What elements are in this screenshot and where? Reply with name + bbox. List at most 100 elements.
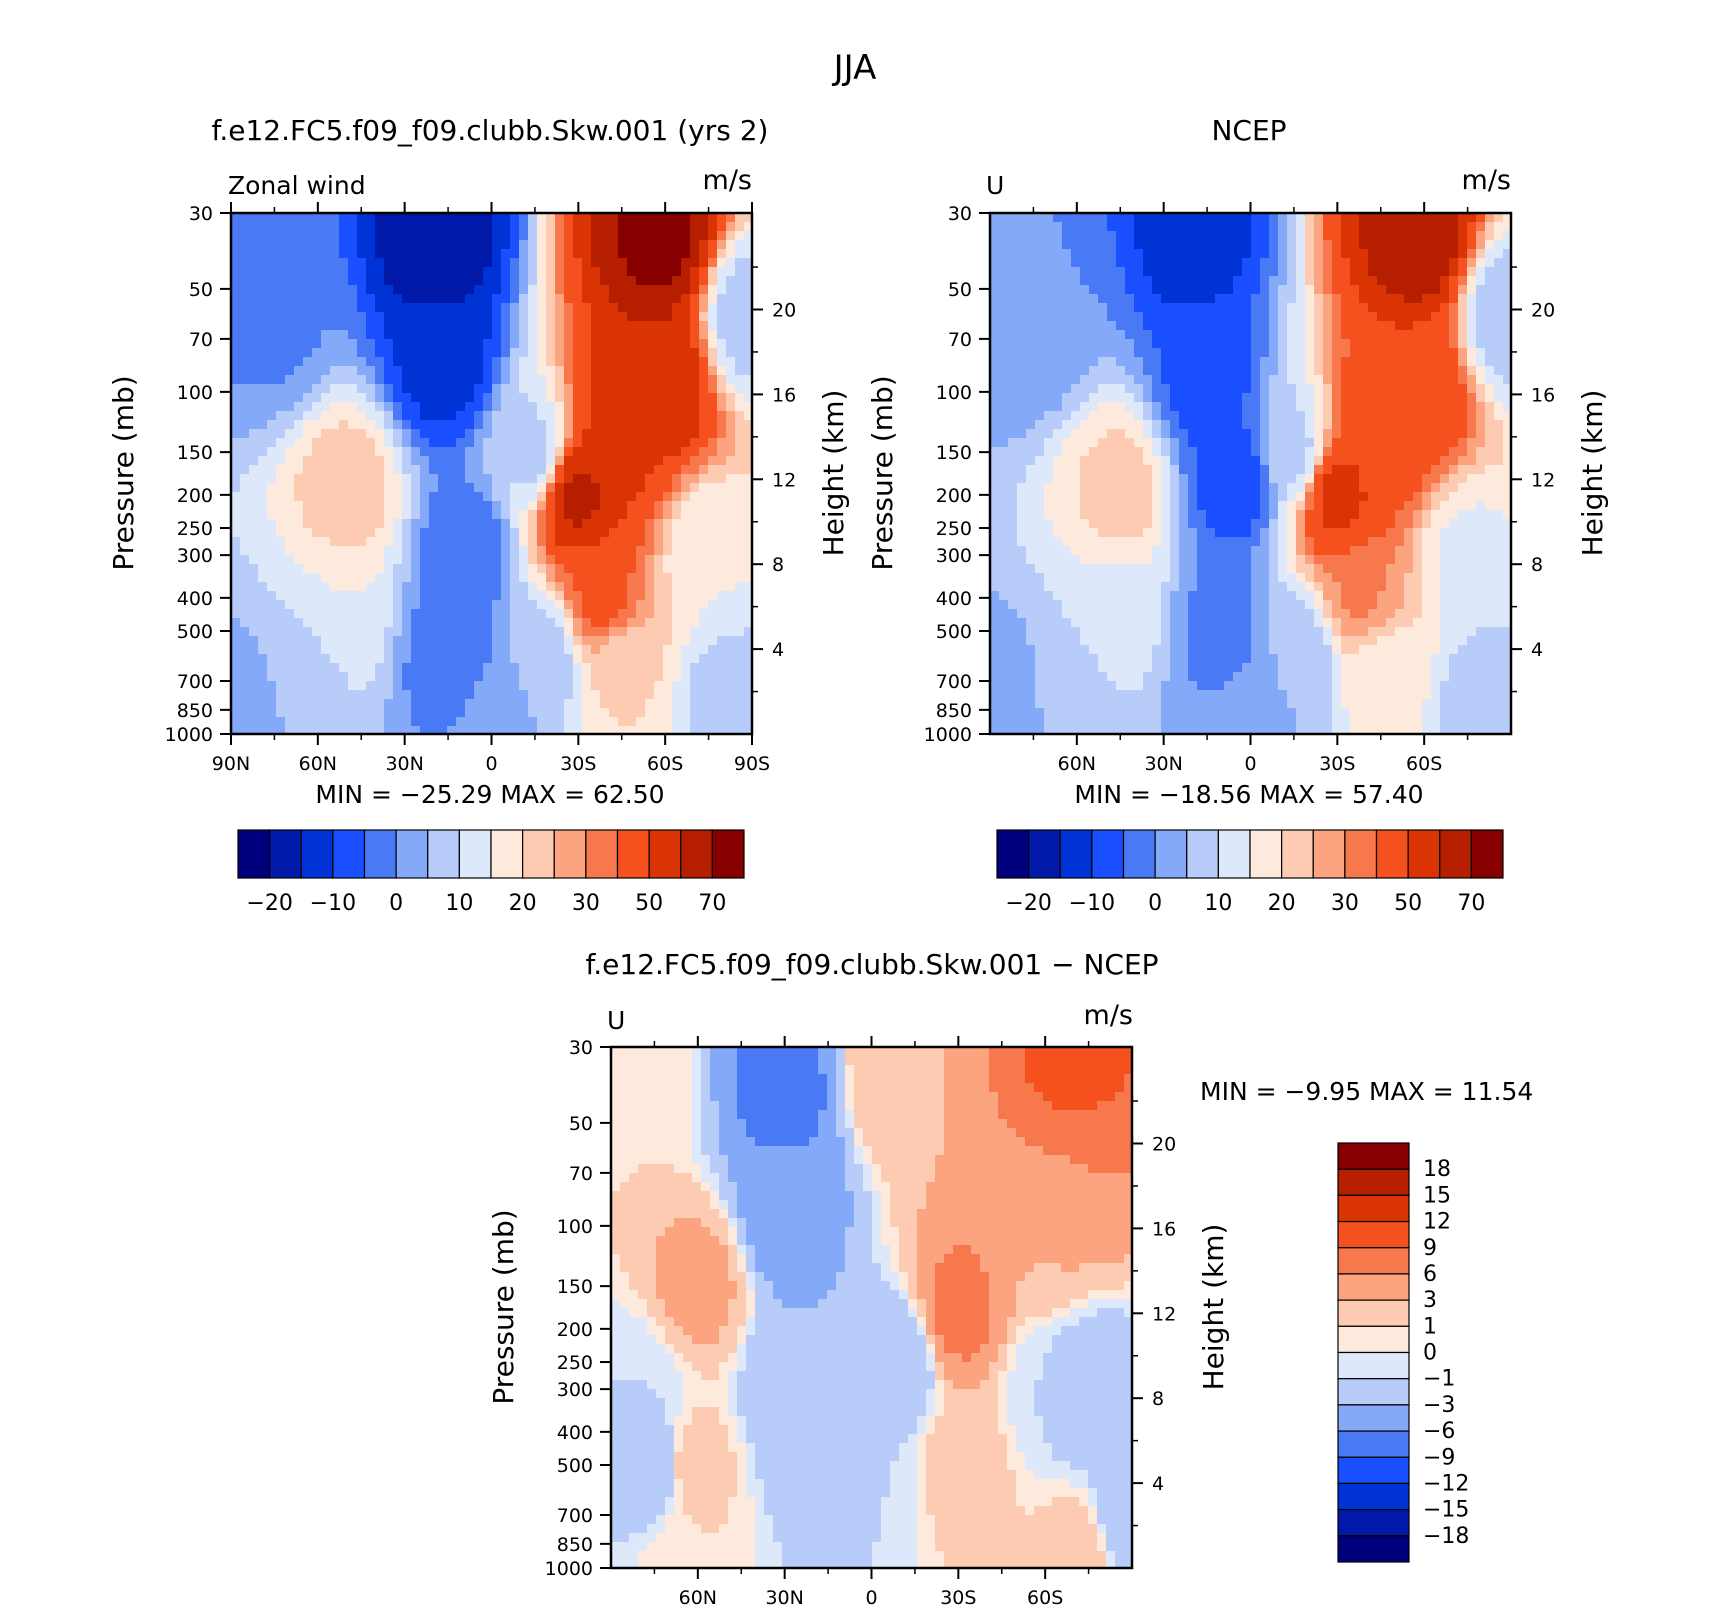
field-cell xyxy=(366,321,376,331)
field-cell xyxy=(492,492,502,502)
field-cell xyxy=(654,474,664,484)
field-cell xyxy=(1341,330,1351,340)
field-cell xyxy=(618,501,628,511)
field-cell xyxy=(1062,393,1072,403)
field-cell xyxy=(249,474,259,484)
field-cell xyxy=(357,681,367,691)
field-cell xyxy=(474,609,484,619)
field-cell xyxy=(582,240,592,250)
field-cell xyxy=(681,708,691,718)
field-cell xyxy=(510,366,520,376)
colorbar-label: 10 xyxy=(445,891,473,916)
field-cell xyxy=(681,573,691,583)
field-cell xyxy=(681,537,691,547)
field-cell xyxy=(1035,438,1045,448)
field-cell xyxy=(330,231,340,241)
field-cell xyxy=(1044,438,1054,448)
field-cell xyxy=(1179,339,1189,349)
field-cell xyxy=(1125,393,1135,403)
field-cell xyxy=(1035,312,1045,322)
field-cell xyxy=(258,267,268,277)
field-cell xyxy=(384,564,394,574)
field-cell xyxy=(519,591,529,601)
field-cell xyxy=(1125,240,1135,250)
field-cell xyxy=(420,456,430,466)
field-cell xyxy=(1458,330,1468,340)
field-cell xyxy=(483,213,493,223)
field-cell xyxy=(312,357,322,367)
field-cell xyxy=(402,420,412,430)
field-cell xyxy=(555,465,565,475)
field-cell xyxy=(1260,348,1270,358)
field-cell xyxy=(402,582,412,592)
field-cell xyxy=(1179,249,1189,259)
colorbar-box xyxy=(648,829,682,879)
field-cell xyxy=(672,555,682,565)
field-cell xyxy=(1314,438,1324,448)
field-cell xyxy=(240,591,250,601)
field-cell xyxy=(294,681,304,691)
field-cell xyxy=(609,249,619,259)
field-cell xyxy=(285,393,295,403)
field-cell xyxy=(438,555,448,565)
field-cell xyxy=(1125,321,1135,331)
field-cell xyxy=(654,429,664,439)
field-cell xyxy=(267,402,277,412)
field-cell xyxy=(672,438,682,448)
field-cell xyxy=(267,726,277,735)
field-cell xyxy=(276,645,286,655)
field-cell xyxy=(564,321,574,331)
field-cell xyxy=(582,663,592,673)
field-cell xyxy=(348,474,358,484)
field-cell xyxy=(627,636,637,646)
field-cell xyxy=(429,708,439,718)
field-cell xyxy=(348,519,358,529)
field-cell xyxy=(420,726,430,735)
field-cell xyxy=(312,690,322,700)
field-cell xyxy=(690,384,700,394)
field-cell xyxy=(438,591,448,601)
field-cell xyxy=(1341,348,1351,358)
field-cell xyxy=(1422,312,1432,322)
field-cell xyxy=(999,420,1009,430)
field-cell xyxy=(546,483,556,493)
field-cell xyxy=(1449,375,1459,385)
field-cell xyxy=(1107,402,1117,412)
field-cell xyxy=(420,393,430,403)
field-cell xyxy=(609,582,619,592)
field-cell xyxy=(1485,222,1495,232)
field-cell xyxy=(537,483,547,493)
field-cell xyxy=(330,636,340,646)
field-cell xyxy=(699,717,709,727)
field-cell xyxy=(1089,357,1099,367)
field-cell xyxy=(1494,366,1504,376)
field-cell xyxy=(528,258,538,268)
field-cell xyxy=(1377,294,1387,304)
field-cell xyxy=(726,501,736,511)
field-cell xyxy=(312,348,322,358)
field-cell xyxy=(1188,402,1198,412)
field-cell xyxy=(1386,402,1396,412)
field-cell xyxy=(384,600,394,610)
field-cell xyxy=(627,258,637,268)
field-cell xyxy=(1404,366,1414,376)
field-cell xyxy=(474,501,484,511)
field-cell xyxy=(393,312,403,322)
field-cell xyxy=(1053,321,1063,331)
field-cell xyxy=(249,510,259,520)
field-cell xyxy=(645,258,655,268)
field-cell xyxy=(1152,411,1162,421)
field-cell xyxy=(285,618,295,628)
field-cell xyxy=(420,375,430,385)
field-cell xyxy=(501,249,511,259)
field-cell xyxy=(456,231,466,241)
field-cell xyxy=(1440,249,1450,259)
field-cell xyxy=(384,591,394,601)
field-cell xyxy=(294,528,304,538)
field-cell xyxy=(339,717,349,727)
field-cell xyxy=(321,231,331,241)
field-cell xyxy=(384,519,394,529)
field-cell xyxy=(321,348,331,358)
field-cell xyxy=(1143,411,1153,421)
field-cell xyxy=(420,474,430,484)
